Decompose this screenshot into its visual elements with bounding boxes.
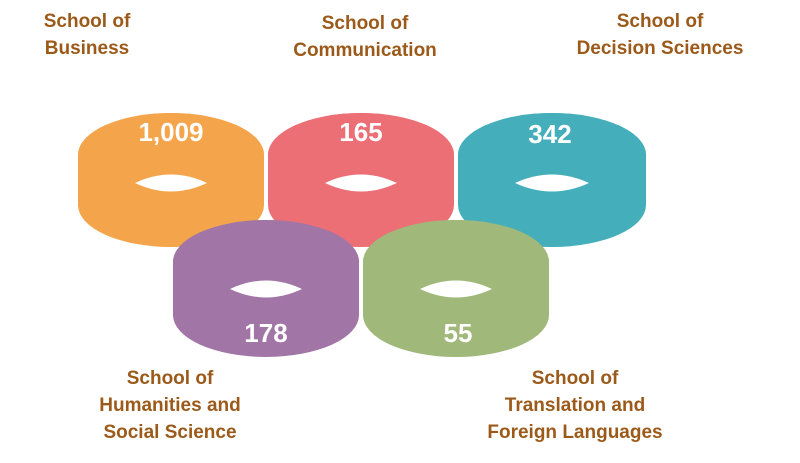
label-line: Foreign Languages (487, 422, 663, 443)
ring-hole (420, 280, 492, 298)
label-school-of-business: School of Business (22, 8, 152, 62)
ring-value: 1,009 (138, 117, 203, 147)
ring-top (458, 113, 646, 197)
ring-decision-sciences: 342 (458, 113, 646, 247)
ring-hole (325, 174, 397, 192)
label-school-of-decision-sciences: School of Decision Sciences (560, 8, 760, 62)
ring-hole (230, 280, 302, 298)
ring-translation: 55 (363, 220, 549, 357)
ring-business: 1,009 (78, 113, 264, 247)
label-line: Social Science (103, 422, 237, 443)
label-school-of-communication: School of Communication (270, 10, 460, 64)
ring-communication: 165 (268, 113, 454, 247)
ring-top (268, 113, 454, 197)
ring-hole (135, 174, 207, 192)
label-line: School of (531, 368, 619, 389)
ring-value: 178 (244, 318, 287, 348)
label-line: Translation and (504, 395, 646, 416)
ring-value: 165 (339, 117, 382, 147)
label-line: Communication (293, 40, 437, 61)
label-school-of-translation: School of Translation and Foreign Langua… (470, 365, 680, 446)
ring-top (363, 220, 549, 304)
label-line: School of (43, 11, 131, 32)
ring-top (173, 220, 359, 304)
label-line: Decision Sciences (576, 38, 744, 59)
label-line: School of (616, 11, 704, 32)
ring-humanities: 178 (173, 220, 359, 357)
label-line: Humanities and (99, 395, 241, 416)
label-line: School of (126, 368, 214, 389)
ring-value: 55 (444, 318, 473, 348)
ring-hole (515, 174, 589, 192)
ring-value: 342 (528, 119, 571, 149)
ring-top (78, 113, 264, 197)
label-school-of-humanities: School of Humanities and Social Science (70, 365, 270, 446)
label-line: School of (321, 13, 409, 34)
label-line: Business (44, 38, 130, 59)
